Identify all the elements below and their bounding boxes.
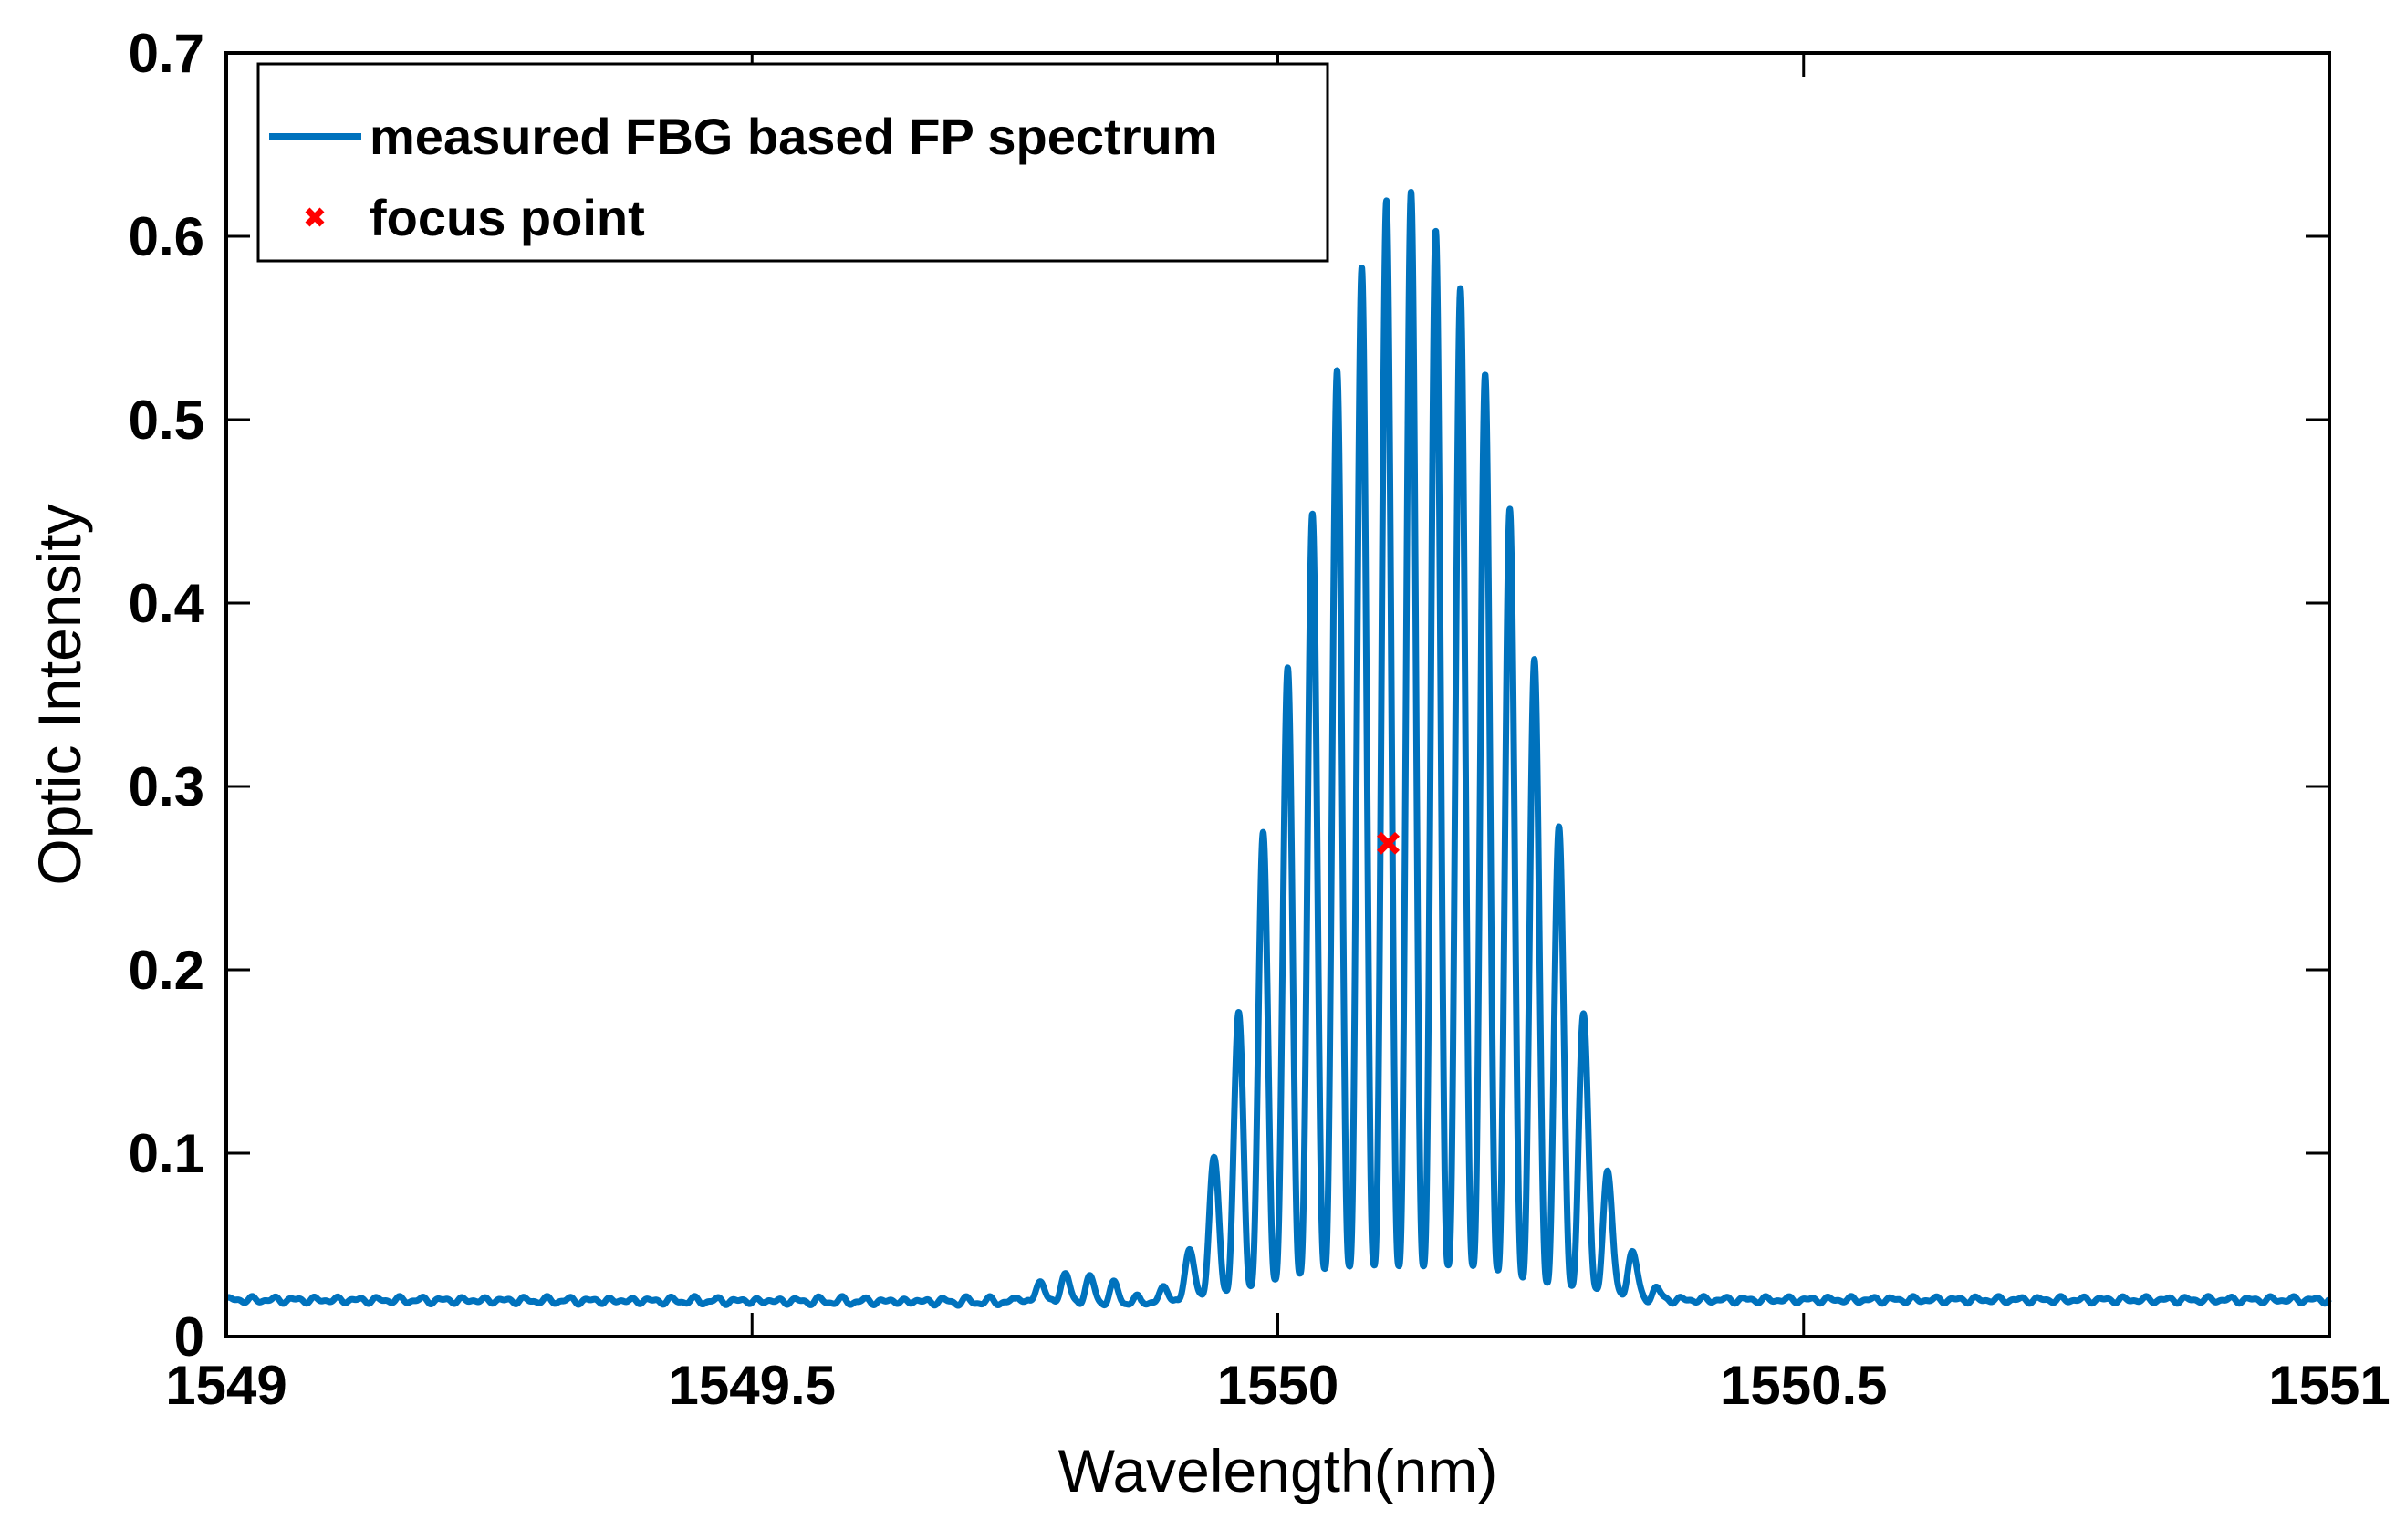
focus-point-marker [1377,831,1400,855]
legend-x-marker-stroke [305,207,325,227]
x-tick-label: 1550.5 [1720,1355,1888,1416]
legend-x-marker [305,207,325,227]
spectrum-line [223,188,2333,1309]
y-tick-label: 0.2 [129,940,204,1001]
y-tick-label: 0.4 [129,573,205,634]
plot-frame [224,51,2331,1338]
x-axis-label: Wavelength(nm) [1058,1437,1498,1504]
x-tick-label: 1549 [165,1355,286,1416]
legend-entry-spectrum: measured FBG based FP spectrum [370,108,1218,165]
y-axis-label: Optic Intensity [26,504,93,885]
x-tick-labels: 1549 1549.5 1550 1550.5 1551 [165,1355,2390,1416]
legend-marker-swatch [305,207,325,227]
x-tick-label: 1549.5 [668,1355,836,1416]
y-tick-labels: 0 0.1 0.2 0.3 0.4 0.5 0.6 0.7 [129,23,205,1368]
y-tick-label: 0.1 [129,1123,204,1184]
y-tick-label: 0 [174,1306,204,1368]
series-layer [223,188,2333,1309]
y-tick-label: 0.5 [129,390,204,451]
x-tick-label: 1551 [2268,1355,2390,1416]
legend: measured FBG based FP spectrum focus poi… [256,62,1329,263]
x-tick-label: 1550 [1217,1355,1338,1416]
legend-entry-focus-point: focus point [370,189,645,246]
focus-point-marker-stroke [1377,831,1400,855]
legend-box [256,62,1329,263]
y-tick-label: 0.6 [129,206,204,267]
y-tick-label: 0.3 [129,756,204,817]
y-tick-label: 0.7 [129,23,204,84]
